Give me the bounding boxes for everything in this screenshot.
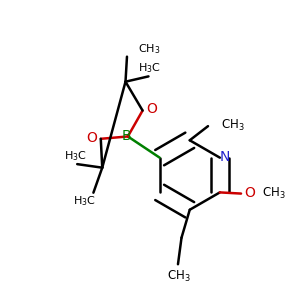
- Text: CH$_3$: CH$_3$: [262, 186, 286, 201]
- Text: CH$_3$: CH$_3$: [221, 118, 245, 133]
- Text: O: O: [146, 102, 157, 116]
- Text: N: N: [219, 150, 230, 164]
- Text: H$_3$C: H$_3$C: [73, 195, 96, 208]
- Text: O: O: [244, 186, 255, 200]
- Text: O: O: [86, 131, 97, 145]
- Text: H$_3$C: H$_3$C: [64, 149, 87, 163]
- Text: B: B: [122, 129, 131, 142]
- Text: CH$_3$: CH$_3$: [167, 268, 190, 284]
- Text: CH$_3$: CH$_3$: [138, 42, 161, 56]
- Text: H$_3$C: H$_3$C: [139, 61, 161, 75]
